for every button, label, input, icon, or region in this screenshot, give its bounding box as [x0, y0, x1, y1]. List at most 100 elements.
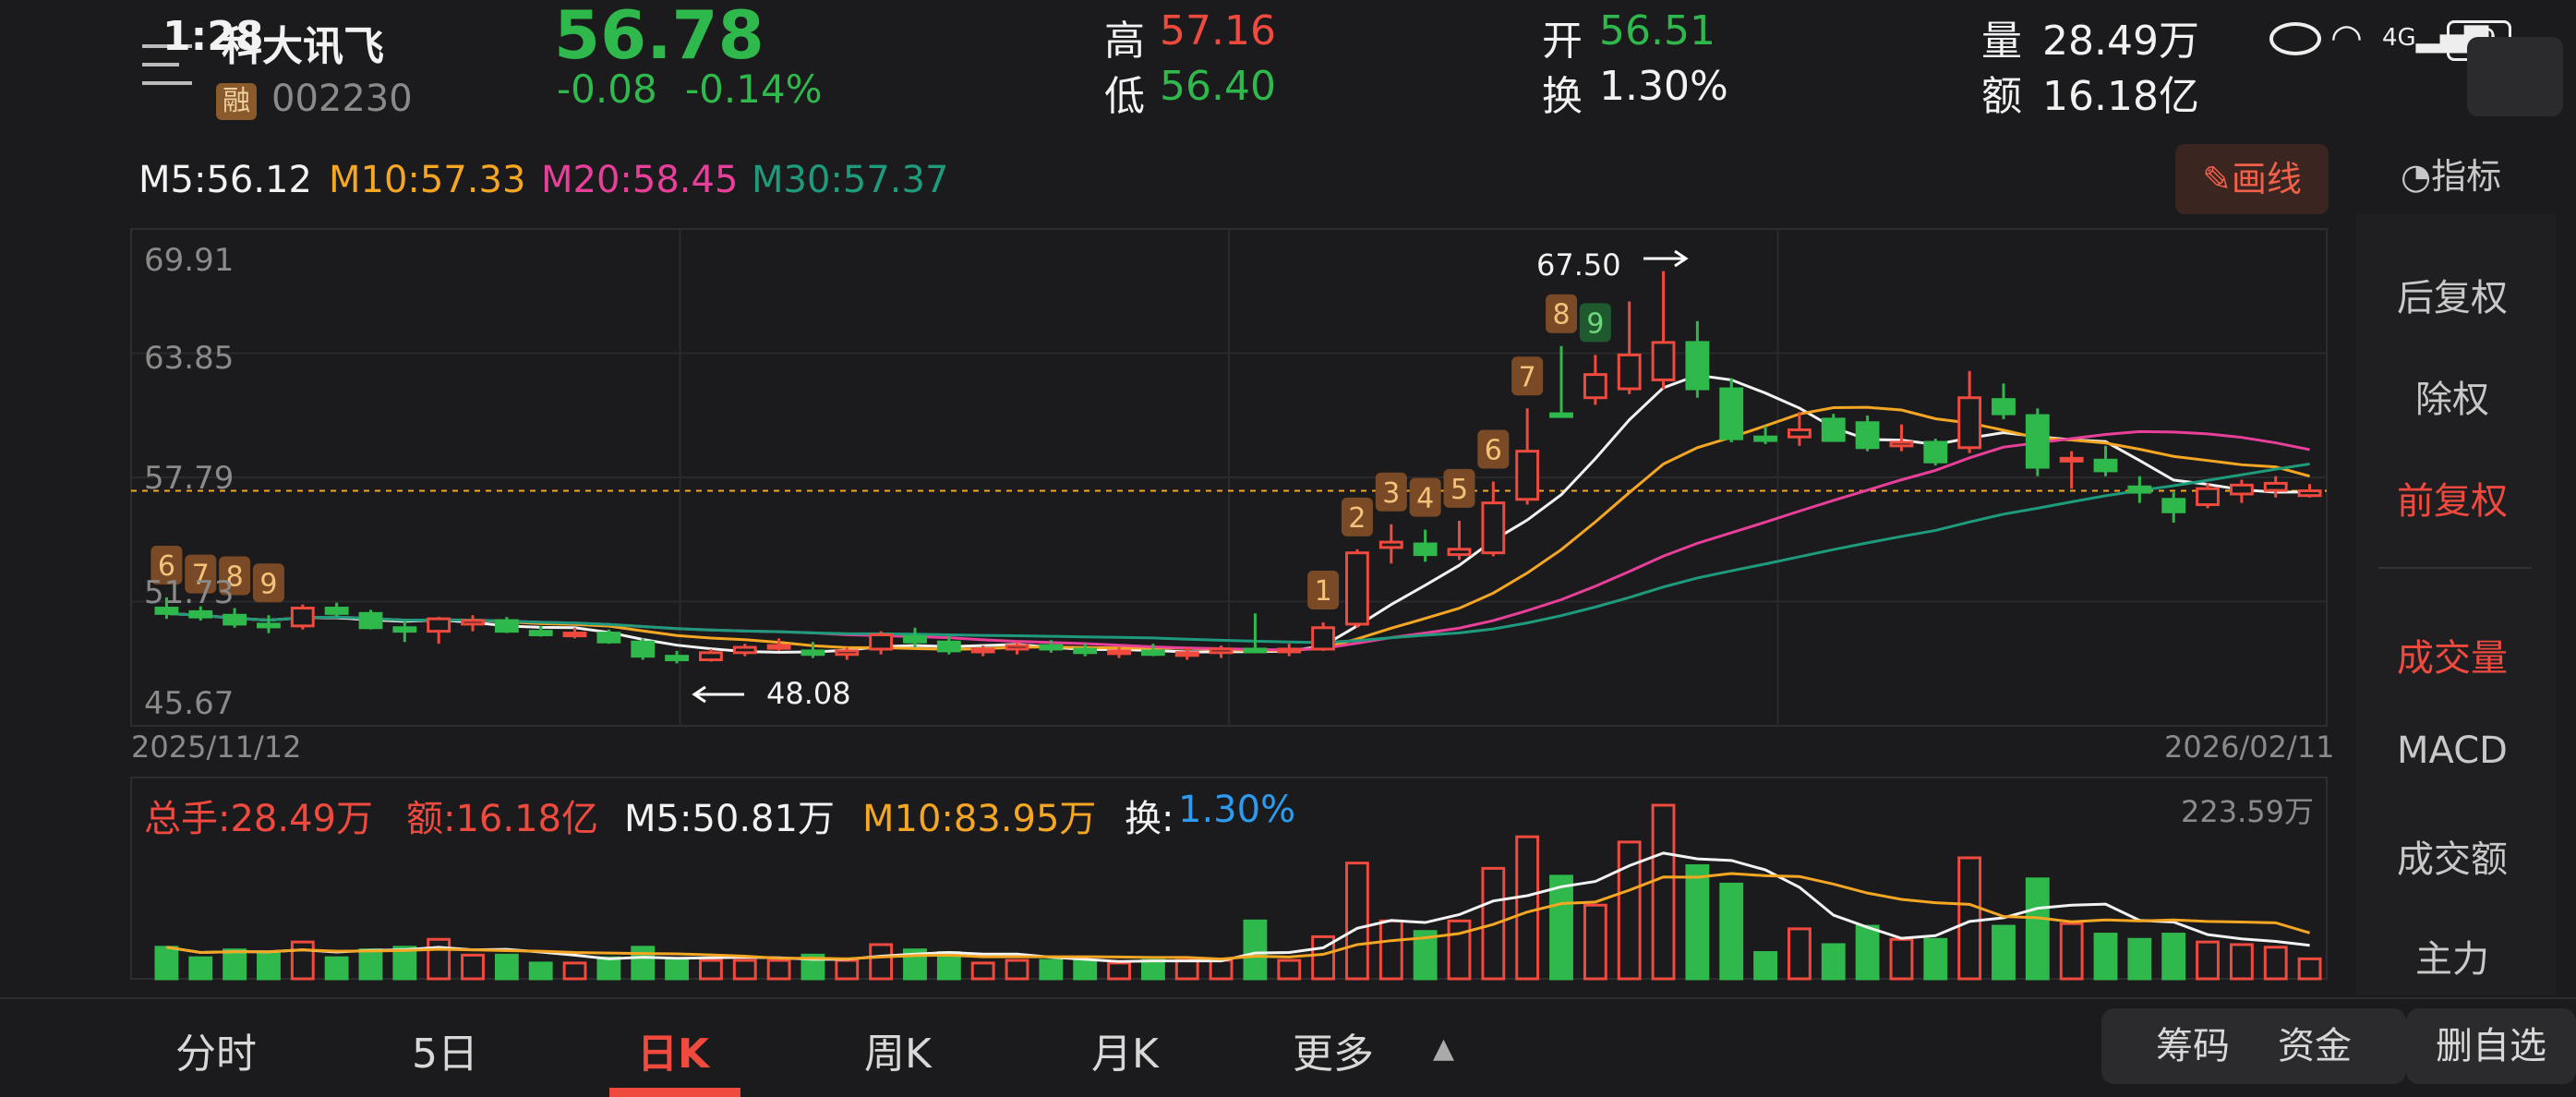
- chips-funds-group: 筹码 资金: [2101, 1008, 2406, 1084]
- remove-watchlist-button[interactable]: 删自选: [2406, 1008, 2576, 1084]
- volume-bar: [665, 958, 689, 981]
- low-value: 56.40: [1160, 63, 1276, 110]
- side-item-main[interactable]: 主力: [2415, 938, 2489, 981]
- candle-body: [2025, 414, 2050, 469]
- candle: [324, 602, 349, 618]
- ma10-legend: M10:57.33: [329, 159, 526, 201]
- sequence-number: 9: [259, 568, 277, 600]
- side-divider: [2378, 567, 2532, 569]
- indicator-button[interactable]: ◔指标: [2401, 156, 2502, 197]
- candle: [766, 638, 791, 651]
- volume-bar: [188, 956, 213, 981]
- candle-body: [528, 630, 553, 636]
- volume-bar: [1753, 951, 1777, 981]
- side-item-volume[interactable]: 成交量: [2397, 637, 2508, 680]
- candle: [257, 615, 281, 633]
- sequence-number: 6: [1485, 434, 1502, 466]
- candle: [358, 609, 383, 630]
- sequence-marker: 7: [1511, 356, 1544, 396]
- side-item-hfq[interactable]: 后复权: [2397, 277, 2508, 319]
- candle-body: [665, 655, 689, 662]
- tab-5day[interactable]: 5日: [412, 1031, 478, 1078]
- candle-body: [2263, 481, 2288, 492]
- candle: [1549, 345, 1573, 418]
- volume-bar: [1685, 864, 1710, 981]
- candle: [1515, 408, 1540, 505]
- volume-bar: [2059, 922, 2084, 981]
- candle: [427, 617, 451, 645]
- funds-button[interactable]: 资金: [2278, 1025, 2352, 1067]
- candle-body: [732, 645, 757, 655]
- candle-body: [223, 613, 247, 626]
- candle: [1855, 416, 1880, 452]
- candle-body: [1140, 649, 1165, 657]
- side-item-cq[interactable]: 除权: [2415, 379, 2489, 421]
- volume-bar: [1140, 958, 1165, 981]
- sequence-marker: 5: [1443, 468, 1475, 508]
- volume-bar: [1378, 919, 1403, 981]
- candle: [800, 642, 825, 658]
- candle: [596, 629, 621, 645]
- candle: [528, 625, 553, 637]
- date-end: 2026/02/11: [2164, 729, 2335, 765]
- sequence-number: 3: [1382, 477, 1400, 510]
- candle-body: [766, 644, 791, 650]
- landscape-toggle-icon[interactable]: [2467, 37, 2563, 116]
- candle: [699, 648, 723, 662]
- candle: [1685, 320, 1710, 398]
- chips-button[interactable]: 筹码: [2156, 1025, 2230, 1067]
- ma5-line: [166, 373, 2310, 654]
- menu-icon[interactable]: [142, 44, 192, 85]
- volume-bar: [290, 940, 315, 981]
- candle-body: [1311, 626, 1336, 651]
- volume-bars: [154, 803, 2322, 981]
- tab-more[interactable]: 更多: [1293, 1031, 1374, 1078]
- high-annotation: 67.50: [1536, 247, 1621, 283]
- ma30-legend: M30:57.37: [752, 159, 949, 201]
- tab-daily-k[interactable]: 日K: [637, 1031, 710, 1078]
- volume-bar: [1515, 835, 1540, 981]
- volume-bar: [257, 951, 281, 981]
- open-value: 56.51: [1599, 7, 1715, 54]
- turnover-label: 换: [1542, 73, 1583, 120]
- volume-bar: [2093, 933, 2118, 981]
- volume-bar: [1447, 919, 1472, 981]
- volume-bar: [2263, 946, 2288, 981]
- price-tick-4: 51.73: [144, 574, 235, 611]
- candle: [835, 647, 860, 660]
- candle: [2196, 483, 2220, 509]
- candle-body: [1413, 542, 1438, 557]
- sequence-badge: [1307, 570, 1340, 609]
- candle: [1651, 271, 1676, 390]
- caret-up-icon[interactable]: ▲: [1433, 1032, 1455, 1065]
- tab-weekly-k[interactable]: 周K: [864, 1031, 932, 1078]
- sequence-number: 2: [1348, 502, 1366, 535]
- tab-intraday[interactable]: 分时: [175, 1031, 257, 1078]
- candle: [2263, 476, 2288, 498]
- side-item-macd[interactable]: MACD: [2397, 729, 2508, 772]
- sequence-marker: 4: [1409, 477, 1441, 517]
- volume-bar: [494, 953, 519, 981]
- sequence-marker: 7: [185, 554, 217, 594]
- volume-bar: [1617, 840, 1642, 981]
- volume-bar: [392, 946, 417, 981]
- sequence-marker: 9: [1579, 303, 1611, 343]
- side-item-qfq[interactable]: 前复权: [2397, 480, 2508, 523]
- tab-monthly-k[interactable]: 月K: [1091, 1031, 1159, 1078]
- last-price: 56.78: [554, 0, 764, 74]
- side-item-amount[interactable]: 成交额: [2397, 838, 2508, 881]
- draw-line-button[interactable]: ✎画线: [2175, 144, 2329, 214]
- candle-body: [869, 633, 894, 651]
- volume-value: 28.49万: [2042, 18, 2199, 65]
- eye-icon: [2269, 22, 2321, 55]
- candle-body: [1378, 540, 1403, 549]
- candle: [1889, 424, 1914, 452]
- candle-body: [1583, 373, 1607, 400]
- sequence-number: 4: [1416, 483, 1434, 515]
- candle-body: [1617, 353, 1642, 391]
- volume-bar: [562, 961, 587, 981]
- candle: [1821, 414, 1846, 442]
- sequence-badge: [1546, 294, 1578, 333]
- price-tick-3: 57.79: [144, 460, 235, 497]
